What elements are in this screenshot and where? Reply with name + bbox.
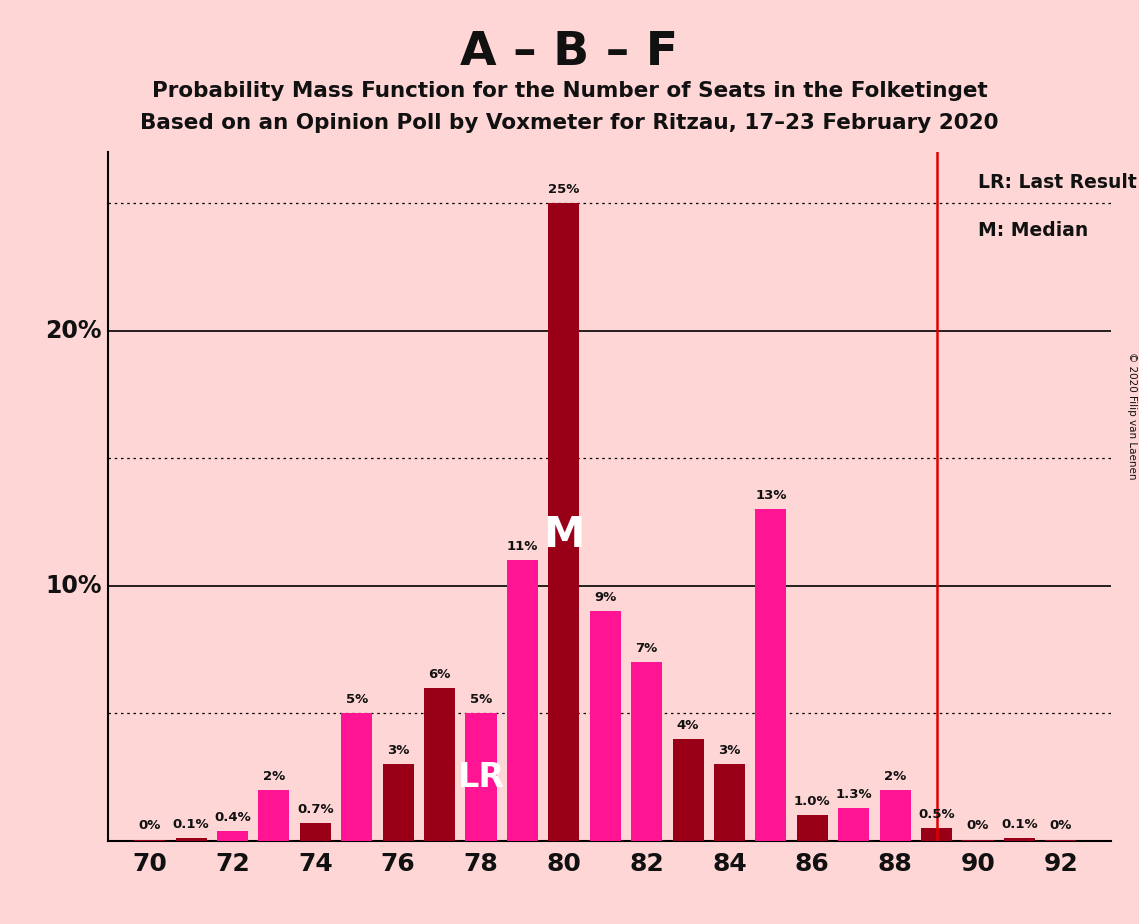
Text: 20%: 20% [46,319,103,343]
Text: 6%: 6% [428,668,451,681]
Text: M: Median: M: Median [978,222,1089,240]
Bar [590,612,621,841]
Bar [300,823,330,841]
Bar [879,790,911,841]
Bar [383,764,413,841]
Bar [424,687,456,841]
Bar [797,815,828,841]
Text: 25%: 25% [548,183,580,196]
Text: LR: LR [458,760,505,794]
Bar [838,808,869,841]
Text: 3%: 3% [719,744,740,757]
Bar [672,739,704,841]
Text: 0.4%: 0.4% [214,810,251,823]
Text: 5%: 5% [470,693,492,706]
Text: 0.7%: 0.7% [297,803,334,816]
Text: 0.1%: 0.1% [173,818,210,832]
Text: M: M [543,514,584,556]
Text: 2%: 2% [884,770,907,783]
Bar [755,509,786,841]
Text: 2%: 2% [263,770,285,783]
Text: 5%: 5% [345,693,368,706]
Bar [631,663,662,841]
Text: © 2020 Filip van Laenen: © 2020 Filip van Laenen [1126,352,1137,480]
Bar [714,764,745,841]
Bar [548,203,580,841]
Bar [962,840,993,841]
Bar [921,828,952,841]
Text: 1.3%: 1.3% [835,787,872,800]
Text: 9%: 9% [595,591,616,604]
Text: Probability Mass Function for the Number of Seats in the Folketinget: Probability Mass Function for the Number… [151,81,988,102]
Text: 0%: 0% [139,820,161,833]
Text: 11%: 11% [507,541,538,553]
Text: A – B – F: A – B – F [460,30,679,75]
Bar [134,840,165,841]
Text: 7%: 7% [636,642,657,655]
Text: 10%: 10% [46,574,103,598]
Text: LR: Last Result: LR: Last Result [978,173,1137,192]
Bar [216,831,248,841]
Text: Based on an Opinion Poll by Voxmeter for Ritzau, 17–23 February 2020: Based on an Opinion Poll by Voxmeter for… [140,113,999,133]
Text: 0%: 0% [967,820,989,833]
Bar [342,713,372,841]
Text: 0%: 0% [1050,820,1072,833]
Bar [507,560,538,841]
Text: 1.0%: 1.0% [794,796,830,808]
Text: 0.1%: 0.1% [1001,818,1038,832]
Bar [466,713,497,841]
Text: 13%: 13% [755,490,787,503]
Bar [1003,838,1035,841]
Bar [175,838,206,841]
Text: 3%: 3% [387,744,409,757]
Text: 0.5%: 0.5% [918,808,954,821]
Text: 4%: 4% [677,719,699,732]
Bar [259,790,289,841]
Bar [1046,840,1076,841]
